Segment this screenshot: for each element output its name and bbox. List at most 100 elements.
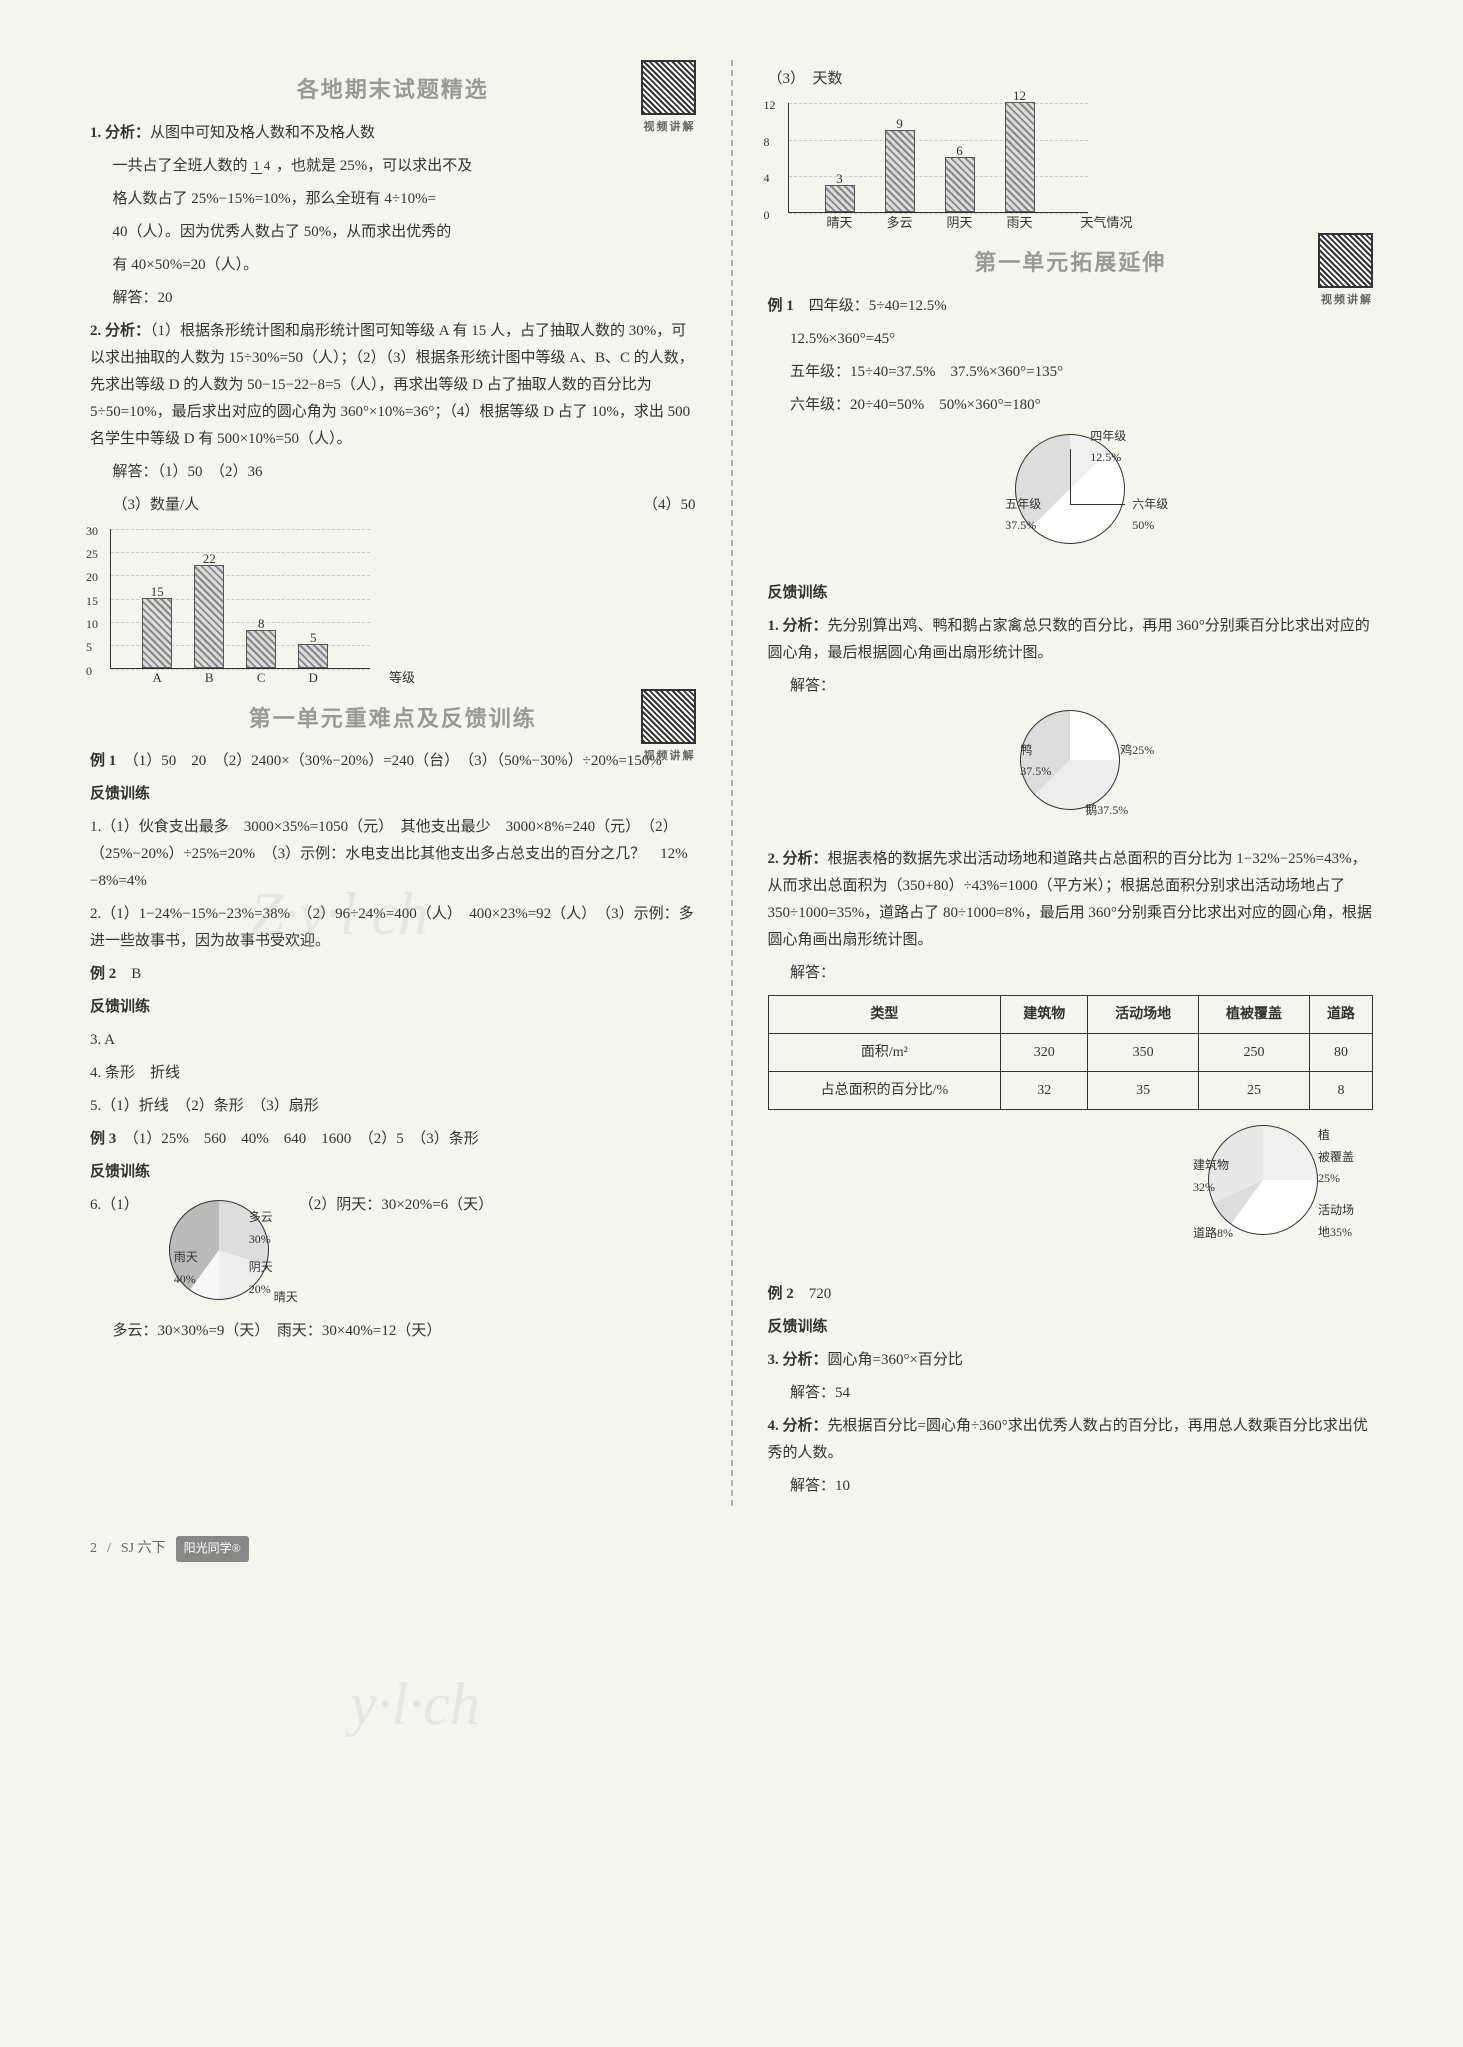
- example-1: 例 1 四年级：5÷40=12.5%: [768, 293, 1374, 320]
- fraction: 14: [251, 159, 272, 173]
- feedback-label: 反馈训练: [768, 1314, 1374, 1341]
- feedback-label: 反馈训练: [90, 1159, 696, 1186]
- qr-icon: [1318, 233, 1373, 288]
- question-1: 1. 分析：从图中可知及格人数和不及格人数: [90, 120, 696, 147]
- feedback-label: 反馈训练: [90, 781, 696, 808]
- fb-item: 2.（1）1−24%−15%−23%=38% （2）96÷24%=400（人） …: [90, 901, 696, 955]
- fb-bottom: 多云：30×30%=9（天） 雨天：30×40%=12（天）: [90, 1318, 696, 1345]
- ans-value: 20: [158, 290, 173, 306]
- q-label: 2. 分析：: [768, 851, 828, 867]
- page-container: 各地期末试题精选 视频讲解 1. 分析：从图中可知及格人数和不及格人数 一共占了…: [90, 60, 1373, 1506]
- title-text: 第一单元拓展延伸: [974, 250, 1166, 275]
- q-text: 一共占了全班人数的: [113, 158, 248, 174]
- title-text: 各地期末试题精选: [297, 77, 489, 102]
- section-title-2: 第一单元重难点及反馈训练 视频讲解: [90, 699, 696, 739]
- ex-ans: 720: [809, 1286, 832, 1302]
- q2-answer: 解答：（1）50 （2）36: [90, 459, 696, 486]
- ans-label: 解答：: [113, 290, 158, 306]
- ex-text: 四年级：5÷40=12.5%: [809, 298, 947, 314]
- ex-line: 12.5%×360°=45°: [768, 326, 1374, 353]
- left-column: 各地期末试题精选 视频讲解 1. 分析：从图中可知及格人数和不及格人数 一共占了…: [90, 60, 696, 1506]
- ans-value: （3）数量/人: [113, 492, 200, 519]
- q2-answer-row: （3）数量/人 （4）50: [90, 492, 696, 519]
- q-label: 1. 分析：: [768, 618, 828, 634]
- title-text: 第一单元重难点及反馈训练: [249, 706, 537, 731]
- ans-label: 解答：: [790, 1385, 835, 1401]
- example-2: 例 2 B: [90, 961, 696, 988]
- ans-value: 10: [835, 1478, 850, 1494]
- ans-value: 54: [835, 1385, 850, 1401]
- q-label: 4. 分析：: [768, 1418, 828, 1434]
- pie-divider: [1070, 449, 1071, 504]
- fb-item: 6.（1）: [90, 1192, 139, 1219]
- fb2-ans-label: 解答：: [768, 960, 1374, 987]
- q-text: 先根据百分比=圆心角÷360°求出优秀人数占的百分比，再用总人数乘百分比求出优秀…: [768, 1418, 1368, 1461]
- bar-chart-grades: 05101520253015A22B8C5D等级: [110, 529, 370, 689]
- fb-1: 1. 分析：先分别算出鸡、鸭和鹅占家禽总只数的百分比，再用 360°分别乘百分比…: [768, 613, 1374, 667]
- ans-label: 解答：: [113, 464, 158, 480]
- watermark: y·l·ch: [350, 1650, 480, 1758]
- section-title-1: 各地期末试题精选 视频讲解: [90, 70, 696, 110]
- column-divider: [731, 60, 733, 1506]
- qr-label: 视频讲解: [644, 118, 696, 138]
- example-2: 例 2 720: [768, 1281, 1374, 1308]
- question-2: 2. 分析：（1）根据条形统计图和扇形统计图可知等级 A 有 15 人，占了抽取…: [90, 318, 696, 453]
- right-column: （3） 天数 048123晴天9多云6阴天12雨天天气情况 第一单元拓展延伸 视…: [768, 60, 1374, 1506]
- q1-line: 格人数占了 25%−15%=10%，那么全班有 4÷10%=: [90, 186, 696, 213]
- footer-sep: /: [107, 1536, 111, 1561]
- ex-text: （1）50 20 （2）2400×（30%−20%）=240（台） （3）（50…: [131, 753, 662, 769]
- q-text: （1）根据条形统计图和扇形统计图可知等级 A 有 15 人，占了抽取人数的 30…: [90, 323, 694, 447]
- bar-chart-weather: 048123晴天9多云6阴天12雨天天气情况: [788, 103, 1088, 233]
- ans-value: （4）50: [643, 492, 696, 519]
- ex-line: 五年级：15÷40=37.5% 37.5%×360°=135°: [768, 359, 1374, 386]
- q1-line: 有 40×50%=20（人）。: [90, 252, 696, 279]
- ex-label: 例 1: [90, 753, 116, 769]
- q-text: 圆心角=360°×百分比: [828, 1352, 963, 1368]
- q-text: 先分别算出鸡、鸭和鹅占家禽总只数的百分比，再用 360°分别乘百分比求出对应的圆…: [768, 618, 1370, 661]
- denominator: 4: [262, 158, 273, 173]
- fb-item: 4. 条形 折线: [90, 1060, 696, 1087]
- fb-item: （2）阴天：30×20%=6（天）: [299, 1192, 493, 1219]
- q-label: 3. 分析：: [768, 1352, 828, 1368]
- ex-ans: B: [131, 966, 141, 982]
- fb-4: 4. 分析：先根据百分比=圆心角÷360°求出优秀人数占的百分比，再用总人数乘百…: [768, 1413, 1374, 1467]
- q-label: 1. 分析：: [90, 125, 150, 141]
- fb1-ans-label: 解答：: [768, 673, 1374, 700]
- q-text: 根据表格的数据先求出活动场地和道路共占总面积的百分比为 1−32%−25%=43…: [768, 851, 1372, 948]
- q1-line: 40（人）。因为优秀人数占了 50%，从而求出优秀的: [90, 219, 696, 246]
- pie-weather-wrap: 多云30%雨天40%阴天20%晴天: [159, 1192, 279, 1312]
- fb-item: 1.（1）伙食支出最多 3000×35%=1050（元） 其他支出最少 3000…: [90, 814, 696, 895]
- fb3-ans: 解答：54: [768, 1380, 1374, 1407]
- numerator: 1: [251, 158, 262, 174]
- ans-label: 解答：: [790, 1478, 835, 1494]
- ex-line: 六年级：20÷40=50% 50%×360°=180°: [768, 392, 1374, 419]
- footer-book: SJ 六下: [121, 1536, 166, 1561]
- fb-item: 3. A: [90, 1027, 696, 1054]
- qr-icon: [641, 689, 696, 744]
- fb-2: 2. 分析：根据表格的数据先求出活动场地和道路共占总面积的百分比为 1−32%−…: [768, 846, 1374, 954]
- footer-badge: 阳光同学®: [176, 1536, 249, 1562]
- ex-text: （1）25% 560 40% 640 1600 （2）5 （3）条形: [131, 1131, 479, 1147]
- page-number: 2: [90, 1536, 97, 1561]
- qr-label: 视频讲解: [644, 747, 696, 767]
- fb-item: 5.（1）折线 （2）条形 （3）扇形: [90, 1093, 696, 1120]
- q-label: 2. 分析：: [90, 323, 150, 339]
- page-footer: 2 / SJ 六下 阳光同学®: [90, 1536, 1373, 1562]
- example-1: 例 1 （1）50 20 （2）2400×（30%−20%）=240（台） （3…: [90, 748, 696, 775]
- ex-label: 例 1: [768, 298, 794, 314]
- ex-label: 例 2: [90, 966, 116, 982]
- pie-grades-wrap: 四年级12.5%五年级37.5%六年级50%: [970, 434, 1170, 574]
- area-table: 类型建筑物活动场地植被覆盖道路面积/m²32035025080占总面积的百分比/…: [768, 995, 1374, 1111]
- fb4-ans: 解答：10: [768, 1473, 1374, 1500]
- qr-label: 视频讲解: [1321, 291, 1373, 311]
- q-text: ，也就是 25%，可以求出不及: [276, 158, 472, 174]
- section-title-3: 第一单元拓展延伸 视频讲解: [768, 243, 1374, 283]
- example-3: 例 3 （1）25% 560 40% 640 1600 （2）5 （3）条形: [90, 1126, 696, 1153]
- q-text: 从图中可知及格人数和不及格人数: [150, 125, 375, 141]
- q1-answer: 解答：20: [90, 285, 696, 312]
- pie-poultry-wrap: 鸭37.5%鸡25%鹅37.5%: [980, 710, 1160, 840]
- ex-label: 例 2: [768, 1286, 794, 1302]
- fb-6-row: 6.（1） 多云30%雨天40%阴天20%晴天 （2）阴天：30×20%=6（天…: [90, 1192, 696, 1312]
- ex-label: 例 3: [90, 1131, 116, 1147]
- pie-area-wrap: 植被覆盖25%建筑物32%活动场地35%道路8%: [1153, 1125, 1373, 1275]
